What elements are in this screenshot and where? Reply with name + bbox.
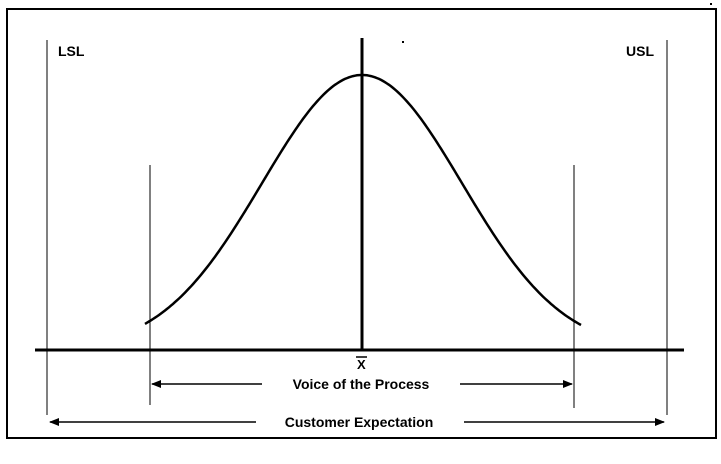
lsl-label: LSL bbox=[58, 43, 85, 59]
stray-dot bbox=[402, 41, 404, 43]
voice-of-process-arrowhead-left bbox=[151, 380, 161, 388]
mean-x-bar-label: X bbox=[357, 357, 366, 372]
usl-label: USL bbox=[626, 43, 654, 59]
normal-distribution-curve bbox=[144, 73, 582, 327]
voice-of-process-arrowhead-right bbox=[563, 380, 573, 388]
customer-expectation-arrowhead-right bbox=[655, 418, 665, 426]
customer-expectation-arrowhead-left bbox=[49, 418, 59, 426]
voice-of-process-label: Voice of the Process bbox=[293, 376, 430, 392]
customer-expectation-label: Customer Expectation bbox=[285, 414, 434, 430]
stray-dot bbox=[710, 3, 712, 5]
